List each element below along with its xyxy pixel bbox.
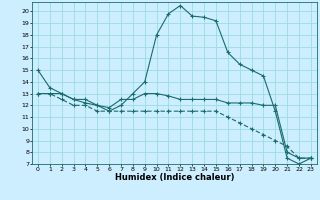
X-axis label: Humidex (Indice chaleur): Humidex (Indice chaleur) [115,173,234,182]
